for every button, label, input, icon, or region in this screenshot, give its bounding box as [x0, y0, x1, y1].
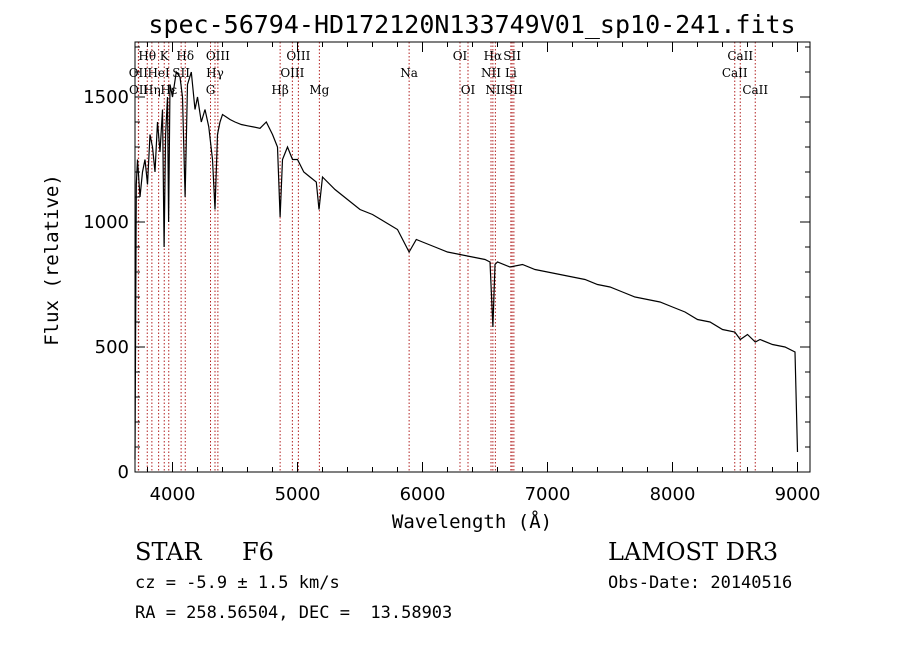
- coordinates: RA = 258.56504, DEC = 13.58903: [135, 603, 453, 623]
- spectral-line-label: Hθ: [138, 49, 156, 63]
- spectral-line-label: OIII: [280, 66, 304, 80]
- x-tick-label: 9000: [775, 484, 821, 505]
- y-tick-label: 500: [95, 337, 129, 358]
- spectrum-line: [134, 70, 799, 460]
- x-tick-label: 5000: [275, 484, 321, 505]
- y-axis-ticks: 0 500 1000 1500: [83, 46, 810, 483]
- spectral-line-label: CaII: [722, 66, 748, 80]
- spectral-line-label: OIII: [206, 49, 230, 63]
- spectral-line-label: OI: [461, 83, 476, 97]
- object-type: STAR: [135, 538, 202, 566]
- spectral-line-markers: [137, 42, 756, 472]
- spectral-line-label: Li: [505, 66, 517, 80]
- spectral-line-label: Hη: [143, 83, 161, 97]
- survey-name: LAMOST DR3: [608, 538, 779, 566]
- spectral-line-label: Hδ: [176, 49, 194, 63]
- x-axis-label: Wavelength (Å): [392, 510, 552, 533]
- spectral-line-label: OI: [453, 49, 468, 63]
- spectral-line-label: SII: [172, 66, 190, 80]
- x-axis-ticks: 4000 5000 6000 7000 8000 9000: [147, 42, 821, 505]
- spectral-line-label: K: [160, 49, 170, 63]
- spectral-line-label: G: [206, 83, 216, 97]
- spectral-line-label: OIII: [286, 49, 310, 63]
- x-tick-label: 4000: [150, 484, 196, 505]
- spectral-line-label: HeI: [147, 66, 170, 80]
- obs-date: Obs-Date: 20140516: [608, 573, 793, 593]
- spectral-line-label: CaII: [727, 49, 753, 63]
- y-tick-label: 0: [118, 462, 129, 483]
- spectral-line-label: Na: [400, 66, 418, 80]
- x-tick-label: 8000: [650, 484, 696, 505]
- spectral-line-label: Hα: [484, 49, 503, 63]
- y-tick-label: 1000: [83, 212, 129, 233]
- x-tick-label: 6000: [400, 484, 446, 505]
- spectral-line-label: Mg: [309, 83, 329, 97]
- y-tick-label: 1500: [83, 87, 129, 108]
- spectral-class: F6: [242, 538, 274, 566]
- spectral-line-label: Hβ: [271, 83, 288, 97]
- spectral-line-label: Hγ: [206, 66, 224, 80]
- spectral-line-label: OII: [129, 66, 149, 80]
- spectral-line-label: NII: [481, 66, 501, 80]
- spectral-line-label: CaII: [742, 83, 768, 97]
- spectrum-chart: spec-56794-HD172120N133749V01_sp10-241.f…: [41, 10, 821, 533]
- spectral-line-label: SII: [505, 83, 523, 97]
- spectral-line-label: OII: [129, 83, 149, 97]
- spectral-line-label: NII: [485, 83, 505, 97]
- spectral-line-label: SII: [503, 49, 521, 63]
- redshift-text: cz = -5.9 ± 1.5 km/s: [135, 573, 340, 593]
- x-tick-label: 7000: [525, 484, 571, 505]
- y-axis-label: Flux (relative): [41, 174, 63, 346]
- chart-title: spec-56794-HD172120N133749V01_sp10-241.f…: [148, 10, 795, 39]
